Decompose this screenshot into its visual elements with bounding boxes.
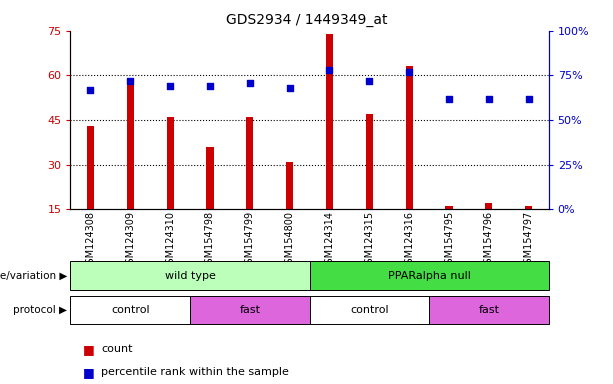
Bar	[167, 117, 173, 209]
Text: GDS2934 / 1449349_at: GDS2934 / 1449349_at	[226, 13, 387, 27]
Text: fast: fast	[239, 305, 261, 315]
Bar	[310, 261, 549, 290]
Text: fast: fast	[478, 305, 500, 315]
Bar	[485, 204, 492, 209]
Bar	[446, 206, 452, 209]
Text: ■: ■	[83, 366, 94, 379]
Point	[405, 69, 414, 75]
Text: control: control	[111, 305, 150, 315]
Bar	[70, 296, 190, 324]
Text: protocol ▶: protocol ▶	[13, 305, 67, 315]
Text: PPARalpha null: PPARalpha null	[387, 270, 471, 281]
Bar	[366, 114, 373, 209]
Bar	[429, 296, 549, 324]
Bar	[127, 81, 134, 209]
Bar	[326, 34, 333, 209]
Point	[284, 85, 294, 91]
Bar	[286, 162, 293, 209]
Text: percentile rank within the sample: percentile rank within the sample	[101, 367, 289, 377]
Point	[245, 79, 255, 86]
Point	[86, 86, 96, 93]
Text: control: control	[350, 305, 389, 315]
Bar	[70, 261, 310, 290]
Point	[524, 96, 533, 102]
Bar	[87, 126, 94, 209]
Text: count: count	[101, 344, 132, 354]
Bar	[525, 206, 532, 209]
Point	[444, 96, 454, 102]
Point	[364, 78, 374, 84]
Bar	[406, 66, 413, 209]
Point	[125, 78, 135, 84]
Text: genotype/variation ▶: genotype/variation ▶	[0, 270, 67, 281]
Point	[484, 96, 494, 102]
Bar	[310, 296, 429, 324]
Text: ■: ■	[83, 343, 94, 356]
Bar	[207, 147, 213, 209]
Point	[325, 67, 335, 73]
Text: wild type: wild type	[165, 270, 215, 281]
Point	[205, 83, 215, 89]
Bar	[190, 296, 310, 324]
Point	[166, 83, 175, 89]
Bar	[246, 117, 253, 209]
